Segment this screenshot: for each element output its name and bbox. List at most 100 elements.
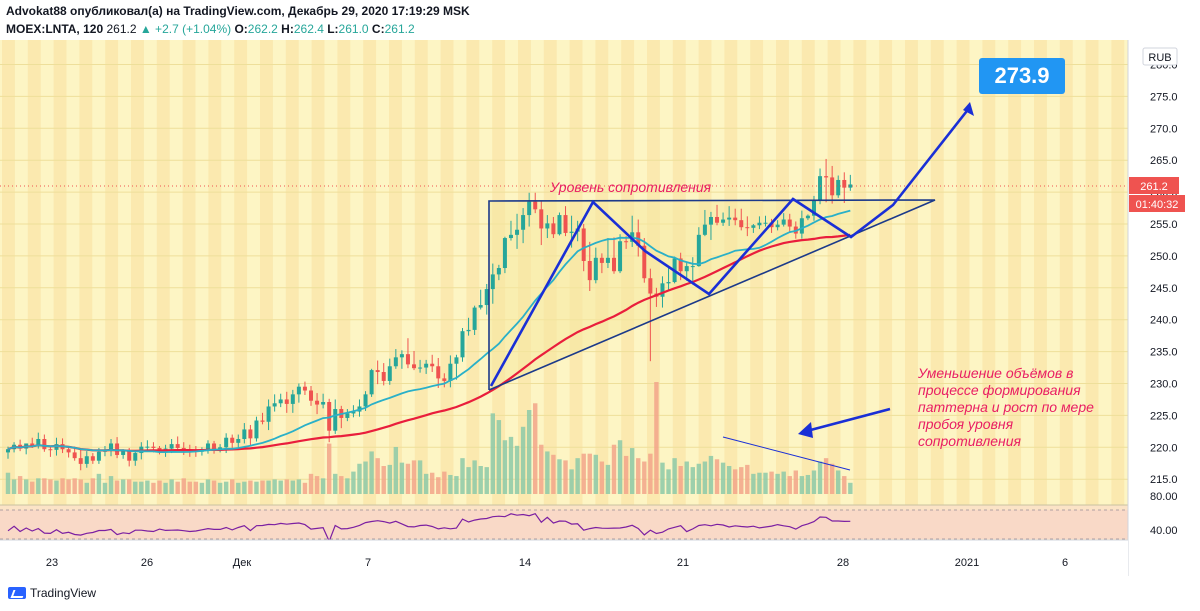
volume-bar [217, 482, 223, 494]
volume-bar [696, 463, 702, 494]
last-price-tag-text: 261.2 [1140, 181, 1168, 193]
high-value: 262.4 [293, 22, 324, 36]
rsi-line [7, 512, 851, 543]
volume-bar [605, 464, 611, 494]
time-scale[interactable] [0, 540, 1128, 576]
price-tick: 240.0 [1150, 315, 1178, 327]
target-price-label: 273.9 [979, 58, 1065, 94]
time-tick-labels: 23 26 Дек 7 14 21 28 2021 6 [46, 557, 1068, 569]
volume-bar [423, 473, 429, 494]
volume-bar [666, 469, 671, 494]
volume-bar [66, 479, 71, 494]
candle [708, 211, 713, 240]
candle [460, 327, 465, 362]
volume-bar [266, 480, 271, 494]
volume-bar [829, 463, 835, 494]
currency-label: RUB [1148, 52, 1171, 64]
price-chart[interactable]: 215.0 220.0 225.0 230.0 235.0 240.0 245.0 250.0… [0, 40, 1200, 576]
volume-bar [442, 471, 447, 494]
candle [733, 208, 738, 226]
candle [387, 358, 392, 385]
open-value: 262.2 [247, 22, 278, 36]
volume-bar [375, 458, 380, 494]
volume-bar [272, 479, 277, 494]
volume-bar [102, 482, 108, 494]
day-stripe [1059, 40, 1073, 505]
price-tick: 215.0 [1150, 474, 1178, 486]
resistance-annotation: Уровень сопротивления [550, 179, 712, 195]
day-stripe [156, 40, 170, 505]
candle [484, 283, 489, 315]
volume-bar [42, 478, 47, 494]
day-stripe [208, 40, 222, 505]
day-stripe [827, 40, 841, 505]
volume-bar [472, 460, 477, 494]
candle [696, 227, 701, 267]
time-tick: 28 [837, 557, 849, 569]
volume-bar [708, 455, 714, 494]
volume-bar [223, 481, 229, 494]
candle [702, 209, 707, 237]
candle [715, 204, 720, 226]
volume-bar [436, 477, 441, 494]
volume-bar [175, 481, 180, 494]
day-stripe [956, 40, 970, 505]
candle [787, 213, 792, 233]
candle [272, 394, 277, 412]
candle [309, 386, 313, 406]
open-label: O: [234, 22, 248, 36]
candle [618, 234, 623, 274]
currency-badge[interactable] [1142, 47, 1178, 66]
volume-bar [490, 413, 495, 494]
price-tick: 230.0 [1150, 379, 1178, 391]
candle [472, 305, 477, 336]
volume-bar [460, 458, 465, 494]
candle [48, 446, 53, 457]
candle [727, 206, 732, 226]
tradingview-logo[interactable]: TradingView [8, 586, 96, 600]
price-scale[interactable] [1128, 40, 1200, 576]
volume-bar [151, 482, 156, 494]
volume-bar [242, 481, 247, 494]
candle [430, 354, 435, 373]
volume-bar [163, 482, 168, 494]
price-change: ▲ +2.7 (+1.04%) [139, 22, 232, 36]
candle [587, 241, 592, 291]
volume-bar [284, 479, 289, 494]
candle [84, 451, 89, 468]
volume-bar [430, 472, 435, 494]
day-stripe [2, 40, 15, 505]
candle [412, 350, 417, 371]
day-stripe [801, 40, 815, 505]
volume-arrowhead [798, 422, 813, 438]
price-tick: 255.0 [1150, 219, 1178, 231]
volume-bar [157, 480, 162, 494]
volume-bar [672, 458, 677, 494]
volume-bar [133, 481, 138, 494]
volume-bar [660, 462, 665, 494]
time-tick: 14 [519, 557, 531, 569]
volume-bar [545, 451, 550, 494]
symbol-name[interactable]: MOEX:LNTA, 120 [6, 22, 104, 36]
day-stripe [930, 40, 944, 505]
candle [545, 215, 550, 239]
candle [260, 412, 265, 425]
volume-bar [60, 478, 65, 494]
candle [533, 192, 538, 214]
volume-bar [181, 478, 186, 494]
volume-bar [127, 479, 132, 494]
day-stripe [131, 40, 144, 505]
volume-bar [781, 471, 786, 494]
day-stripe [79, 40, 93, 505]
volume-bar [84, 482, 89, 494]
volume-trend-line [722, 436, 851, 471]
volume-bar [381, 466, 386, 494]
price-tick: 220.0 [1150, 442, 1178, 454]
volume-bar [411, 460, 417, 494]
volume-bar [733, 469, 738, 494]
candle [212, 440, 217, 454]
time-tick: Дек [233, 557, 252, 569]
candle [109, 439, 114, 457]
price-tick: 235.0 [1150, 347, 1178, 359]
candle [490, 263, 495, 304]
